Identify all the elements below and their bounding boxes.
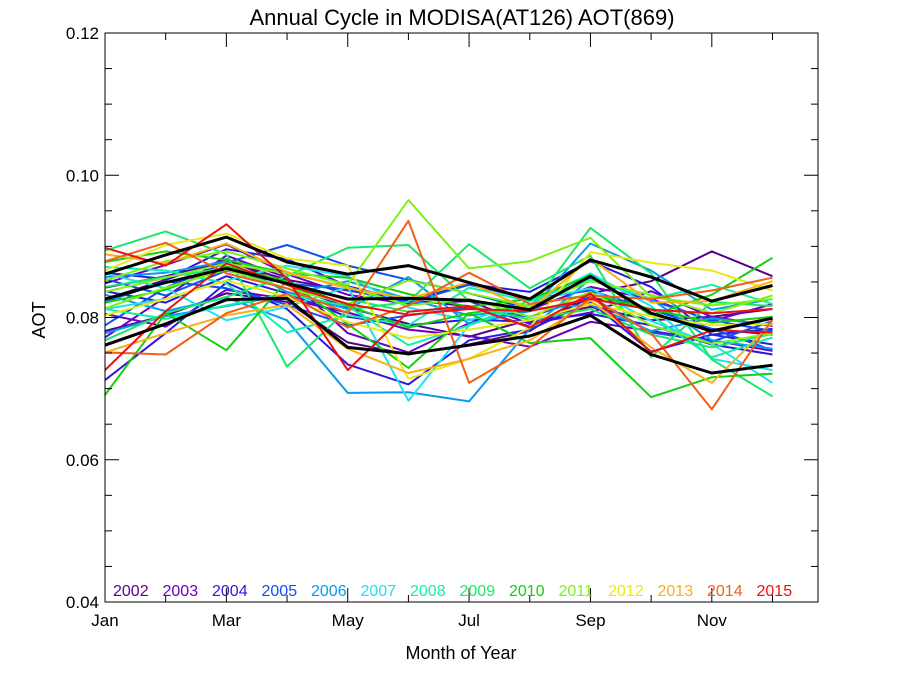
legend-item-2013: 2013 — [658, 583, 694, 600]
x-tick-label: Jan — [91, 611, 118, 630]
x-tick-label: Mar — [212, 611, 242, 630]
legend-item-2005: 2005 — [262, 583, 298, 600]
chart-title: Annual Cycle in MODISA(AT126) AOT(869) — [249, 5, 674, 30]
legend-item-2003: 2003 — [163, 583, 199, 600]
series-line-2003 — [104, 288, 773, 352]
series-line-mean-37 — [104, 266, 773, 333]
legend-item-2002: 2002 — [113, 583, 149, 600]
legend: 2002 2003 2004 2005 2006 2007 2008 2009 2010 2011… — [113, 583, 792, 600]
axis-tick-labels: Jan Mar May Jul Sep Nov 0.04 0.06 0.08 0.10 0.12 — [66, 24, 728, 630]
legend-item-2014: 2014 — [707, 583, 743, 600]
y-tick-label: 0.10 — [66, 166, 99, 185]
series-line-2013 — [104, 299, 774, 384]
series-line-2014 — [104, 219, 774, 411]
x-axis-label: Month of Year — [405, 643, 516, 663]
y-tick-label: 0.06 — [66, 451, 99, 470]
y-axis-label: AOT — [29, 301, 49, 338]
legend-item-2015: 2015 — [757, 583, 793, 600]
series-lines — [104, 199, 774, 411]
series-line-2010 — [104, 279, 773, 399]
series-line-2015 — [104, 223, 773, 372]
x-tick-label: Nov — [697, 611, 728, 630]
legend-item-2009: 2009 — [460, 583, 496, 600]
x-tick-label: Jul — [458, 611, 480, 630]
x-tick-label: May — [332, 611, 365, 630]
legend-item-2004: 2004 — [212, 583, 248, 600]
x-tick-label: Sep — [575, 611, 605, 630]
y-tick-label: 0.04 — [66, 593, 99, 612]
legend-item-2008: 2008 — [410, 583, 446, 600]
series-line-mean-36 — [104, 235, 773, 303]
series-line-2008 — [104, 266, 773, 359]
series-line-2014 — [104, 271, 773, 356]
legend-item-2006: 2006 — [311, 583, 347, 600]
series-line-mean-38 — [104, 296, 773, 375]
legend-item-2010: 2010 — [509, 583, 545, 600]
legend-item-2007: 2007 — [361, 583, 397, 600]
series-line-2013 — [104, 242, 773, 311]
series-line-2004 — [104, 248, 773, 336]
plot-frame — [104, 32, 819, 603]
y-tick-label: 0.12 — [66, 24, 99, 43]
legend-item-2012: 2012 — [608, 583, 644, 600]
legend-item-2011: 2011 — [559, 583, 594, 600]
y-tick-label: 0.08 — [66, 309, 99, 328]
series-line-2012 — [104, 232, 773, 380]
